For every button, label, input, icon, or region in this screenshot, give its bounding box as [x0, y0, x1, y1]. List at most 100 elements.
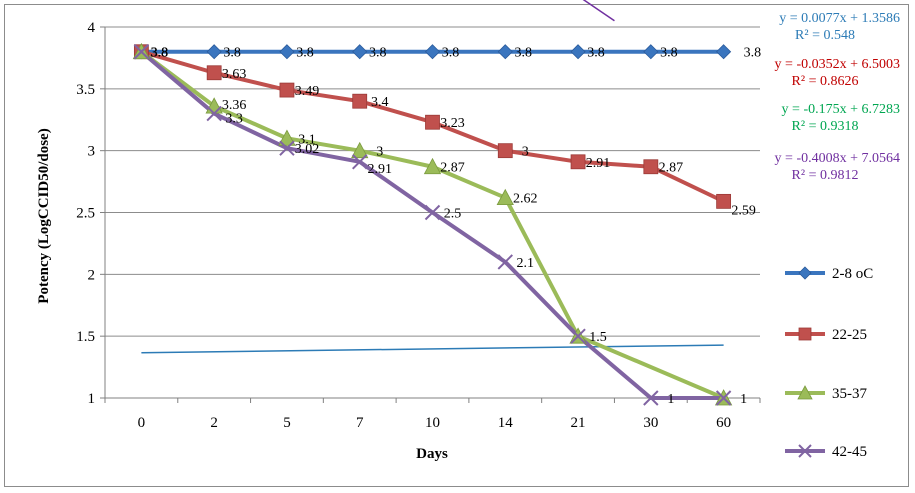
data-label-3-1: 3.3 [225, 112, 243, 127]
y-tick-label: 4 [88, 20, 96, 36]
trendlines [141, 0, 724, 354]
marker-1-4 [425, 114, 440, 130]
marker-1-3 [352, 93, 368, 109]
marker-3-8 [715, 390, 732, 406]
marker-2-4 [423, 157, 442, 175]
trendline-equation-1: y = -0.0352x + 6.5003 [775, 57, 900, 72]
data-label-0-5: 3.8 [515, 46, 533, 61]
trendline-r2-0: R² = 0.548 [795, 28, 855, 43]
y-tick-label: 3.5 [76, 82, 95, 98]
data-labels: 3.8 3.8 3.8 3.8 3.8 3.8 3.8 3.8 3.83.83.633.493.… [151, 46, 761, 407]
series-markers [132, 42, 733, 406]
legend-marker-3 [798, 444, 812, 458]
legend-marker-2 [797, 385, 813, 400]
data-label-3-4: 2.5 [444, 207, 462, 222]
data-label-1-0: 3.8 [151, 46, 169, 61]
marker-0-2 [279, 44, 295, 60]
marker-3-7 [643, 390, 659, 406]
data-label-2-4: 2.87 [440, 161, 465, 176]
data-label-1-6: 2.91 [586, 156, 611, 171]
legend: 2-8 oC 22-25 35-37 42-45 [785, 266, 873, 460]
series-line-2 [139, 49, 726, 400]
legend-label-1: 22-25 [832, 327, 867, 343]
x-tick-label: 10 [425, 415, 440, 431]
marker-3-5 [497, 254, 513, 270]
data-label-0-6: 3.8 [587, 46, 605, 61]
data-label-2-0: 3.8 [151, 46, 169, 61]
marker-2-2 [278, 129, 296, 146]
data-label-2-2: 3.1 [298, 132, 316, 147]
data-label-0-4: 3.8 [442, 46, 460, 61]
trendline-equation-0: y = 0.0077x + 1.3586 [779, 11, 900, 26]
legend-label-3: 42-45 [832, 444, 867, 460]
marker-0-5 [497, 44, 513, 60]
marker-3-6 [570, 328, 586, 344]
marker-1-5 [497, 143, 513, 159]
chart-frame [4, 4, 909, 487]
data-label-2-8: 1 [740, 392, 747, 407]
x-tick-label: 2 [210, 415, 218, 431]
y-tick-label: 3 [88, 144, 96, 160]
trendline-r2-3: R² = 0.9812 [792, 168, 859, 183]
y-tick-label: 1.5 [76, 329, 95, 345]
data-label-2-5: 2.62 [513, 192, 538, 207]
data-label-3-5: 2.1 [517, 256, 535, 271]
marker-2-5 [496, 188, 514, 206]
trendline-3 [582, 0, 615, 22]
x-tick-label: 60 [716, 415, 731, 431]
marker-1-8 [716, 193, 732, 209]
legend-label-2: 35-37 [832, 386, 867, 402]
marker-1-2 [279, 82, 295, 98]
x-tick-label: 5 [283, 415, 291, 431]
marker-3-0 [133, 44, 150, 60]
data-label-1-3: 3.4 [371, 95, 389, 110]
trendline-r2-2: R² = 0.9318 [792, 119, 859, 134]
x-tick-label: 30 [643, 415, 658, 431]
trendline-r2-1: R² = 0.8626 [792, 74, 859, 89]
data-label-0-7: 3.8 [660, 46, 678, 61]
data-label-3-3: 2.91 [367, 162, 392, 177]
marker-0-1 [206, 44, 222, 60]
legend-label-0: 2-8 oC [832, 266, 873, 282]
marker-0-3 [352, 44, 368, 60]
marker-3-2 [279, 140, 295, 156]
y-tick-label: 2.5 [76, 206, 95, 222]
marker-1-7 [643, 159, 659, 175]
x-tick-label: 0 [138, 415, 146, 431]
marker-3-4 [424, 204, 441, 221]
y-tick-label: 1 [88, 391, 96, 407]
x-axis-title: Days [416, 446, 448, 462]
marker-1-1 [206, 65, 222, 81]
data-label-0-8: 3.8 [744, 46, 762, 61]
data-label-1-4: 3.23 [440, 116, 465, 131]
marker-2-3 [351, 141, 369, 159]
y-axis-title: Potency (LogCCID50/dose) [36, 128, 52, 303]
data-label-1-5: 3 [522, 145, 529, 160]
data-label-1-2: 3.49 [295, 84, 320, 99]
marker-0-7 [643, 44, 659, 60]
trendline-equations: y = 0.0077x + 1.3586 R² = 0.548 y = -0.035… [775, 11, 900, 183]
legend-marker-1 [798, 327, 812, 341]
trendline-equation-2: y = -0.175x + 6.7283 [782, 102, 900, 117]
data-label-1-8: 2.59 [731, 203, 756, 218]
marker-3-1 [206, 105, 222, 122]
marker-0-4 [424, 44, 441, 60]
data-label-1-1: 3.63 [222, 67, 247, 82]
y-tick-label: 2 [88, 267, 96, 283]
data-label-0-0: 3.8 [151, 46, 169, 61]
trendline-0 [141, 344, 724, 354]
data-label-0-2: 3.8 [296, 46, 314, 61]
data-label-3-7: 1 [667, 392, 674, 407]
data-label-0-3: 3.8 [369, 46, 387, 61]
marker-1-6 [570, 154, 586, 170]
data-label-3-2: 3.02 [295, 142, 320, 157]
marker-0-6 [570, 44, 586, 60]
x-tick-label: 14 [498, 415, 514, 431]
data-label-1-7: 2.87 [659, 161, 684, 176]
data-label-0-1: 3.8 [223, 46, 241, 61]
axes: 1 1.5 2 2.5 3 3.5 4 0 2 5 7 10 14 21 30 60 [76, 20, 761, 431]
x-tick-label: 7 [356, 415, 364, 431]
data-label-2-1: 3.36 [222, 98, 247, 113]
x-tick-label: 21 [571, 415, 586, 431]
